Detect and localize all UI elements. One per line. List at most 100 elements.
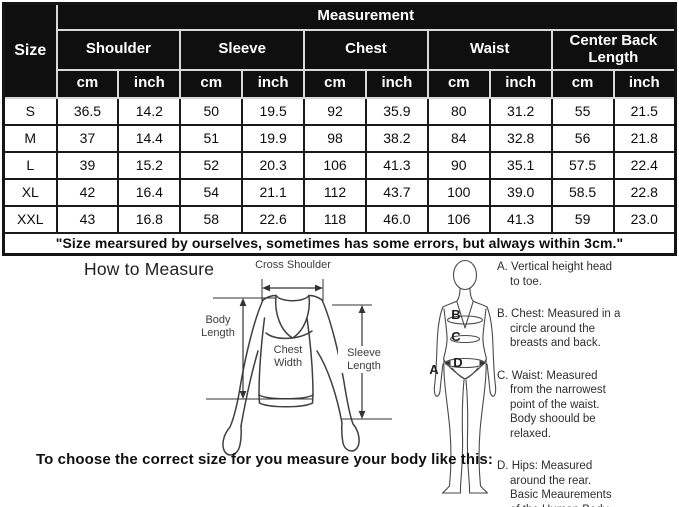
- garment-measure-diagram: Cross Shoulder Body Length Chest Width S…: [195, 258, 405, 480]
- figure-letter-d: D: [453, 355, 463, 370]
- value-cell: 35.9: [364, 96, 429, 126]
- value-cell: 19.5: [241, 96, 306, 126]
- value-cell: 106: [303, 150, 367, 180]
- table-row-xxl: XXL 43 16.8 58 22.6 118 46.0 106 41.3 59…: [2, 204, 677, 234]
- value-cell: 98: [303, 123, 367, 153]
- shirt-outline-icon: [206, 279, 392, 456]
- unit-header-inch: inch: [488, 68, 553, 99]
- value-cell: 22.8: [612, 177, 677, 207]
- instruction-waist: C. Waist: Measured from the narrowest po…: [497, 369, 606, 440]
- value-cell: 16.8: [117, 204, 182, 234]
- value-cell: 39: [55, 150, 120, 180]
- size-chart-table: Size Measurement Shoulder Sleeve Chest W…: [2, 2, 677, 256]
- value-cell: 31.2: [488, 96, 553, 126]
- size-cell: XXL: [2, 204, 58, 234]
- size-cell: XL: [2, 177, 58, 207]
- value-cell: 22.4: [612, 150, 677, 180]
- value-cell: 57.5: [550, 150, 615, 180]
- column-header-sleeve: Sleeve: [179, 28, 306, 71]
- value-cell: 56: [550, 123, 615, 153]
- value-cell: 118: [303, 204, 367, 234]
- choose-size-note: To choose the correct size for you measu…: [36, 451, 493, 468]
- sleeve-length-label: Sleeve Length: [338, 346, 390, 373]
- value-cell: 21.8: [612, 123, 677, 153]
- value-cell: 106: [426, 204, 491, 234]
- value-cell: 55: [550, 96, 615, 126]
- value-cell: 58: [179, 204, 244, 234]
- cross-shoulder-label: Cross Shoulder: [255, 259, 331, 271]
- body-length-label: Body Length: [201, 314, 235, 339]
- value-cell: 43.7: [364, 177, 429, 207]
- body-measure-diagram: B C D A: [424, 256, 506, 502]
- value-cell: 41.3: [488, 204, 553, 234]
- size-cell: L: [2, 150, 58, 180]
- measurement-note: "Size mearsured by ourselves, sometimes …: [2, 231, 677, 256]
- instruction-hips: D. Hips: Measured around the rear. Basic…: [497, 460, 612, 507]
- value-cell: 43: [55, 204, 120, 234]
- value-cell: 100: [426, 177, 491, 207]
- table-row-l: L 39 15.2 52 20.3 106 41.3 90 35.1 57.5 …: [2, 150, 677, 180]
- column-header-waist: Waist: [426, 28, 553, 71]
- figure-letter-b: B: [451, 307, 461, 322]
- value-cell: 22.6: [241, 204, 306, 234]
- unit-header-inch: inch: [241, 68, 306, 99]
- value-cell: 21.1: [241, 177, 306, 207]
- unit-header-cm: cm: [55, 68, 120, 99]
- unit-header-cm: cm: [426, 68, 491, 99]
- measurement-note-row: "Size mearsured by ourselves, sometimes …: [2, 231, 677, 256]
- instruction-chest: B. Chest: Measured in a circle around th…: [497, 308, 621, 349]
- column-header-chest: Chest: [303, 28, 429, 71]
- unit-header-cm: cm: [303, 68, 367, 99]
- size-column-header: Size: [2, 2, 58, 99]
- value-cell: 38.2: [364, 123, 429, 153]
- table-row-s: S 36.5 14.2 50 19.5 92 35.9 80 31.2 55 2…: [2, 96, 677, 126]
- value-cell: 36.5: [55, 96, 120, 126]
- unit-header-cm: cm: [179, 68, 244, 99]
- instruction-height: A. Vertical height head to toe.: [497, 261, 613, 288]
- value-cell: 59: [550, 204, 615, 234]
- value-cell: 58.5: [550, 177, 615, 207]
- human-figure-icon: [433, 259, 497, 494]
- value-cell: 32.8: [488, 123, 553, 153]
- value-cell: 54: [179, 177, 244, 207]
- value-cell: 41.3: [364, 150, 429, 180]
- table-row-xl: XL 42 16.4 54 21.1 112 43.7 100 39.0 58.…: [2, 177, 677, 207]
- value-cell: 84: [426, 123, 491, 153]
- measure-instructions: A. Vertical height head to toe. B. Chest…: [497, 260, 641, 507]
- unit-header-inch: inch: [117, 68, 182, 99]
- value-cell: 16.4: [117, 177, 182, 207]
- value-cell: 42: [55, 177, 120, 207]
- column-header-center-back-length: Center Back Length: [550, 28, 677, 71]
- table-row-m: M 37 14.4 51 19.9 98 38.2 84 32.8 56 21.…: [2, 123, 677, 153]
- value-cell: 92: [303, 96, 367, 126]
- value-cell: 52: [179, 150, 244, 180]
- value-cell: 14.4: [117, 123, 182, 153]
- value-cell: 14.2: [117, 96, 182, 126]
- value-cell: 112: [303, 177, 367, 207]
- column-header-shoulder: Shoulder: [55, 28, 182, 71]
- value-cell: 21.5: [612, 96, 677, 126]
- unit-header-inch: inch: [612, 68, 677, 99]
- size-cell: M: [2, 123, 58, 153]
- value-cell: 51: [179, 123, 244, 153]
- measurement-header: Measurement: [55, 2, 677, 31]
- figure-letter-c: C: [451, 329, 461, 344]
- figure-letter-a: A: [429, 362, 439, 377]
- value-cell: 19.9: [241, 123, 306, 153]
- value-cell: 23.0: [612, 204, 677, 234]
- value-cell: 35.1: [488, 150, 553, 180]
- value-cell: 46.0: [364, 204, 429, 234]
- how-to-measure-heading: How to Measure: [84, 259, 215, 279]
- value-cell: 50: [179, 96, 244, 126]
- chest-width-label: Chest Width: [273, 344, 303, 369]
- unit-header-inch: inch: [364, 68, 429, 99]
- unit-header-cm: cm: [550, 68, 615, 99]
- size-cell: S: [2, 96, 58, 126]
- value-cell: 20.3: [241, 150, 306, 180]
- value-cell: 90: [426, 150, 491, 180]
- value-cell: 39.0: [488, 177, 553, 207]
- value-cell: 37: [55, 123, 120, 153]
- value-cell: 15.2: [117, 150, 182, 180]
- value-cell: 80: [426, 96, 491, 126]
